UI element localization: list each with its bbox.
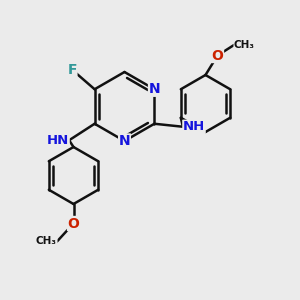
Text: HN: HN (47, 134, 69, 147)
Text: F: F (68, 63, 77, 77)
Text: NH: NH (183, 120, 205, 133)
Text: O: O (68, 217, 80, 230)
Text: N: N (119, 134, 130, 148)
Text: N: N (148, 82, 160, 96)
Text: CH₃: CH₃ (36, 236, 57, 247)
Text: CH₃: CH₃ (234, 40, 255, 50)
Text: O: O (212, 49, 224, 62)
